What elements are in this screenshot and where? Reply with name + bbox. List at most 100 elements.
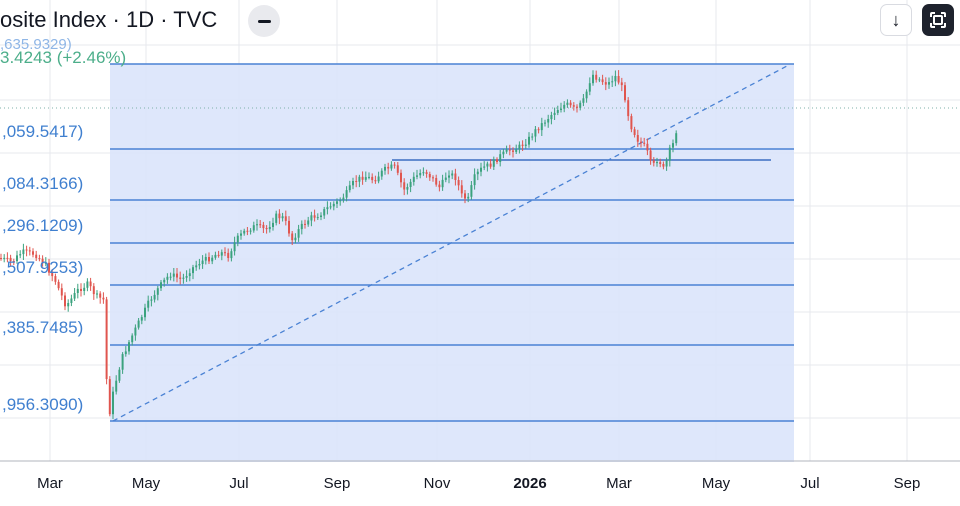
candle-body [121, 354, 124, 370]
candle-body [560, 108, 562, 110]
candle-body [288, 220, 290, 234]
candle-body [624, 85, 626, 101]
candle-body [608, 82, 610, 85]
candle-body [361, 176, 364, 180]
candle-body [579, 102, 582, 108]
candle-body [35, 254, 38, 259]
x-axis-tick-label: 2026 [513, 475, 546, 492]
x-axis-tick-label: Sep [324, 475, 351, 492]
candle-body [649, 150, 652, 161]
candle-body [550, 115, 553, 120]
collapse-legend-button[interactable] [248, 5, 280, 37]
candle-body [384, 166, 386, 171]
candle-body [387, 166, 390, 169]
candle-body [457, 180, 460, 186]
candle-body [192, 267, 194, 274]
candle-body [537, 129, 540, 131]
candle-body [153, 294, 156, 300]
candle-body [390, 164, 393, 169]
x-axis-tick-label: Sep [894, 475, 921, 492]
candle-body [243, 230, 246, 234]
candle-body [3, 257, 6, 259]
candle-body [9, 257, 12, 261]
download-button[interactable]: ↓ [880, 4, 912, 36]
candle-body [275, 213, 278, 223]
candle-body [96, 293, 98, 295]
fib-level-label: ,385.7485) [2, 318, 83, 337]
candle-body [348, 185, 351, 191]
candle-body [566, 102, 569, 105]
candle-body [396, 165, 399, 173]
candle-body [518, 144, 521, 150]
candle-body [156, 288, 159, 295]
candle-body [134, 327, 137, 336]
candle-body [92, 286, 95, 295]
candle-body [224, 252, 226, 254]
candle-body [310, 215, 313, 221]
candle-body [652, 160, 655, 163]
candle-body [643, 142, 646, 144]
candle-body [220, 252, 223, 256]
candle-body [294, 237, 297, 241]
candle-body [240, 233, 242, 236]
candle-body [576, 106, 578, 108]
candle-body [41, 258, 44, 264]
fullscreen-icon [930, 12, 946, 28]
candle-body [86, 281, 89, 288]
candle-body [502, 151, 505, 155]
candle-body [73, 293, 76, 299]
candle-body [646, 143, 649, 151]
candle-body [409, 181, 412, 187]
candle-body [284, 216, 287, 221]
candle-body [604, 82, 607, 85]
candle-body [569, 102, 572, 106]
candle-body [441, 179, 444, 188]
candle-body [499, 154, 502, 162]
candle-body [54, 276, 57, 282]
candle-body [492, 159, 495, 167]
candle-body [137, 320, 140, 328]
candle-body [76, 288, 79, 293]
candle-body [172, 273, 175, 277]
candle-body [67, 303, 70, 307]
candle-body [377, 176, 380, 182]
fullscreen-button[interactable] [922, 4, 954, 36]
candle-body [486, 163, 489, 167]
candle-body [419, 173, 422, 176]
candle-body [521, 144, 524, 146]
fib-level-label: ,507.9253) [2, 258, 83, 277]
candle-body [675, 133, 678, 144]
candle-body [32, 251, 34, 255]
candle-body [355, 181, 358, 182]
candle-body [201, 260, 204, 264]
candle-body [665, 160, 668, 167]
candle-body [160, 282, 162, 289]
candle-body [448, 175, 450, 178]
candle-body [185, 276, 188, 278]
candle-body [358, 176, 361, 182]
candle-body [630, 116, 633, 130]
candle-body [204, 257, 207, 261]
candle-body [195, 265, 198, 268]
candle-body [307, 220, 310, 225]
candle-body [368, 176, 370, 178]
candle-body [12, 261, 15, 262]
candle-body [636, 135, 639, 142]
candle-body [297, 229, 300, 238]
x-axis-tick-label: May [702, 475, 731, 492]
candle-body [278, 213, 281, 219]
candle-body [176, 273, 178, 278]
symbol-title[interactable]: osite Index · 1D · TVC [0, 7, 218, 32]
candle-body [633, 129, 636, 135]
x-axis-tick-label: Nov [424, 475, 451, 492]
candle-body [659, 162, 662, 164]
candle-body [80, 288, 82, 291]
candle-body [320, 215, 322, 217]
candle-body [124, 351, 127, 355]
candle-body [531, 136, 534, 138]
candle-body [323, 209, 326, 216]
candle-body [582, 98, 585, 103]
candle-body [304, 223, 306, 225]
candle-body [371, 176, 374, 181]
